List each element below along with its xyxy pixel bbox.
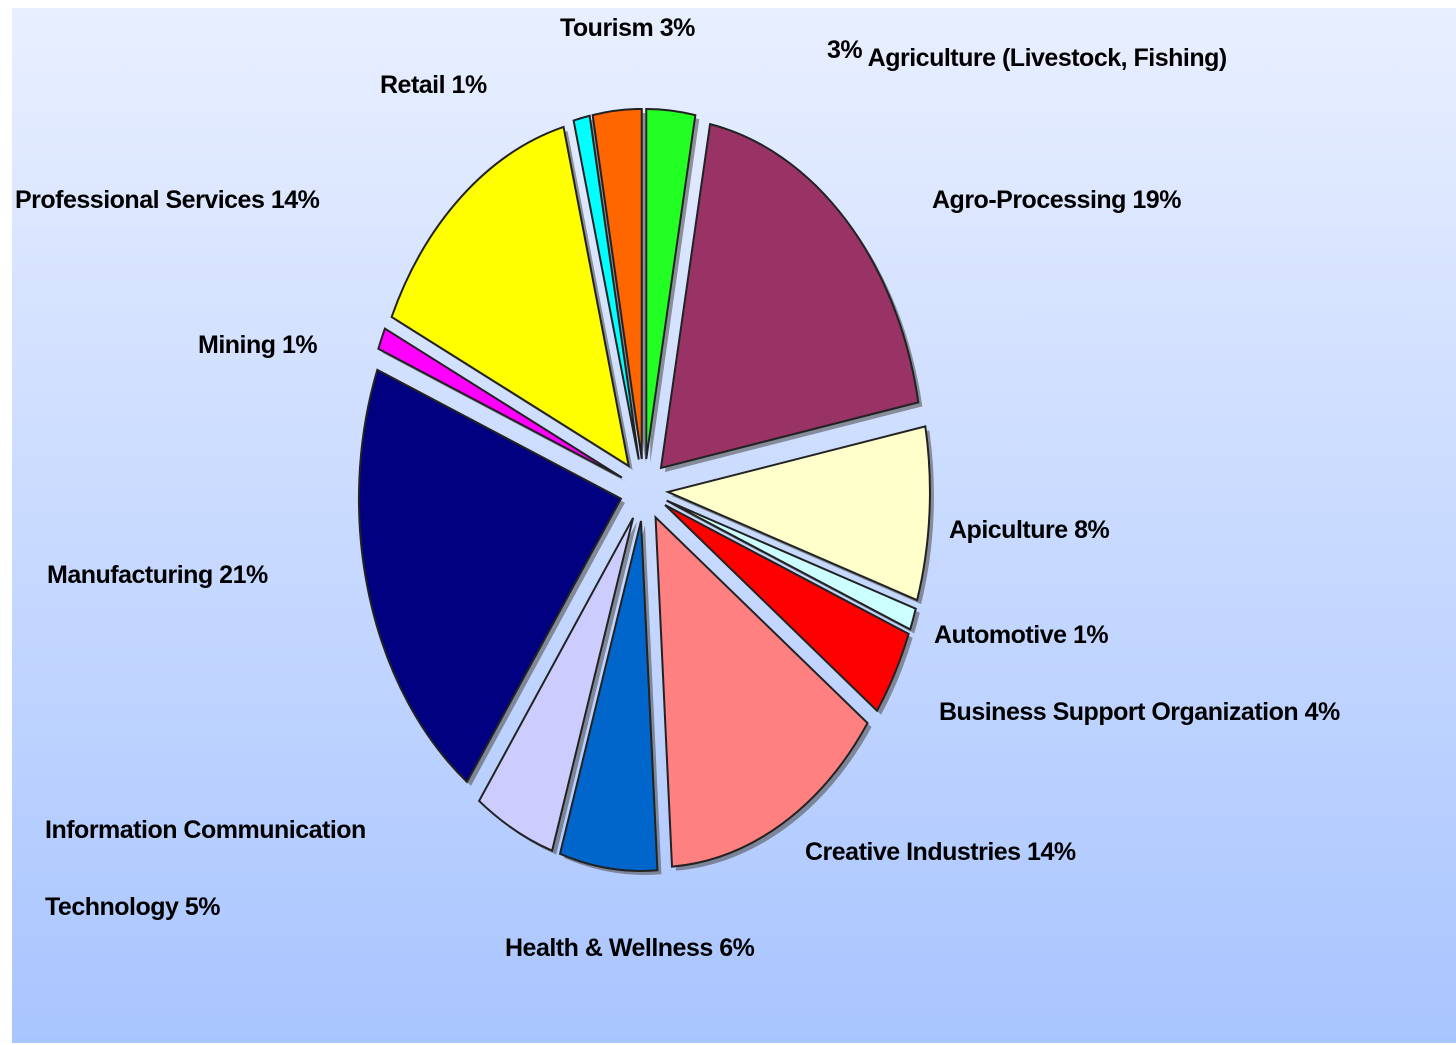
value-label: 14% [1027,838,1076,866]
slice [357,368,623,784]
slice-label: Manufacturing 21% [47,537,268,614]
pie-area [357,107,934,875]
slice-label: Professional Services 14% [15,162,320,239]
slice [666,499,917,631]
category-label: Tourism [560,14,654,42]
slice [477,517,635,853]
slice [558,520,659,872]
slice-label: Business Support Organization 4% [939,674,1340,751]
slice [390,125,631,469]
category-label: Health & Wellness [505,934,713,962]
slice-label: Automotive 1% [934,597,1109,674]
slice [664,425,931,602]
slice-label: Tourism 3% [560,8,695,67]
value-label: 5% [184,893,221,921]
slice [645,107,697,460]
value-label: 19% [1132,186,1181,214]
category-label: Retail [380,71,446,99]
slice-label: Information Communication Technology 5% [45,792,445,921]
slice [572,114,640,460]
slice-label: Retail 1% [380,47,487,124]
value-label: 3% [659,14,696,42]
slice-label: Agro-Processing 19% [932,162,1181,239]
category-label: Manufacturing [47,561,213,589]
category-label: Agro-Processing [932,186,1126,214]
value-label: 1% [281,331,318,359]
slice [664,504,910,713]
slice-label: 3% Agriculture (Livestock, Fishing) [827,12,1227,89]
category-label: Creative Industries [805,838,1021,866]
value-label: 6% [719,934,755,962]
value-label: 14% [270,186,320,214]
value-label: 1% [1072,621,1109,649]
slice [659,122,920,470]
value-label: 4% [1304,698,1341,726]
category-label: Mining [198,331,276,359]
value-label: 1% [451,71,488,99]
slice-label: Creative Industries 14% [805,814,1076,891]
slice-label: Health & Wellness 6% [505,910,755,987]
category-label: Information Communication Technology [45,816,366,921]
slice [377,327,623,479]
category-label: Professional Services [15,186,265,214]
category-label: Automotive [934,621,1067,649]
slice [654,514,869,868]
slice-label: Apiculture 8% [949,492,1110,569]
category-label: Business Support Organization [939,698,1299,726]
slice-label: Mining 1% [198,307,318,384]
slice [591,107,643,460]
value-label: 8% [1074,516,1110,544]
category-label: Agriculture (Livestock, Fishing) [867,44,1228,72]
value-label: 21% [219,561,268,589]
chart: 3% Agriculture (Livestock, Fishing) Agro-… [12,8,1456,1043]
value-label: 3% [827,36,863,64]
category-label: Apiculture [949,516,1068,544]
